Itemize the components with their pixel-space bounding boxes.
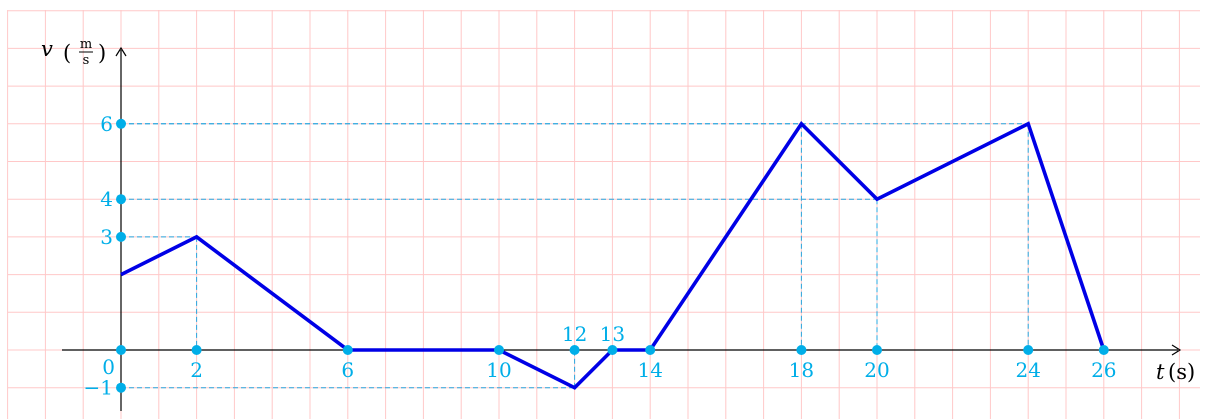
x-tick-label: 26 bbox=[1091, 358, 1116, 382]
x-tick-marker bbox=[569, 345, 580, 355]
y-axis-right-paren: ) bbox=[98, 41, 106, 65]
y-tick-label: 6 bbox=[100, 112, 113, 136]
x-tick-marker bbox=[342, 345, 353, 355]
x-tick-marker bbox=[872, 345, 882, 355]
y-tick-marker bbox=[116, 118, 126, 129]
x-tick-label: 18 bbox=[789, 358, 814, 382]
tick-markers bbox=[116, 118, 1109, 393]
x-tick-marker bbox=[1098, 345, 1109, 355]
x-tick-label: 2 bbox=[190, 358, 203, 382]
axes bbox=[62, 46, 1182, 411]
x-tick-label: 20 bbox=[864, 358, 889, 382]
y-axis-unit-numerator: m bbox=[80, 37, 92, 52]
x-tick-label: 0 bbox=[102, 355, 115, 379]
x-tick-marker bbox=[191, 345, 202, 355]
y-tick-marker bbox=[116, 194, 126, 205]
y-tick-label: 3 bbox=[100, 225, 113, 249]
y-axis-left-paren: ( bbox=[63, 41, 71, 65]
x-tick-marker bbox=[645, 345, 656, 355]
y-tick-label: −1 bbox=[84, 376, 113, 400]
x-axis-label: t (s) bbox=[1156, 360, 1195, 384]
x-axis-symbol: t bbox=[1156, 360, 1165, 384]
x-tick-marker bbox=[607, 345, 618, 355]
y-tick-marker bbox=[116, 382, 126, 393]
x-tick-marker bbox=[1023, 345, 1034, 355]
guide-lines bbox=[121, 123, 1029, 389]
y-axis-symbol: v bbox=[41, 37, 53, 61]
x-tick-label: 6 bbox=[341, 358, 354, 382]
x-tick-marker bbox=[796, 345, 807, 355]
y-axis-label: v ( m s ) bbox=[41, 37, 106, 68]
x-axis-unit: (s) bbox=[1168, 360, 1195, 384]
y-axis-arrow bbox=[115, 46, 127, 57]
x-axis-arrow bbox=[1171, 344, 1182, 356]
x-tick-marker bbox=[494, 345, 504, 355]
y-axis-unit-denominator: s bbox=[83, 53, 90, 68]
x-tick-label: 12 bbox=[562, 322, 587, 346]
x-tick-marker bbox=[116, 345, 126, 355]
x-tick-label: 14 bbox=[637, 358, 662, 382]
x-tick-label: 10 bbox=[486, 358, 511, 382]
x-tick-label: 24 bbox=[1015, 358, 1040, 382]
y-tick-marker bbox=[116, 231, 126, 242]
x-tick-label: 13 bbox=[600, 322, 625, 346]
y-tick-label: 4 bbox=[100, 187, 113, 211]
